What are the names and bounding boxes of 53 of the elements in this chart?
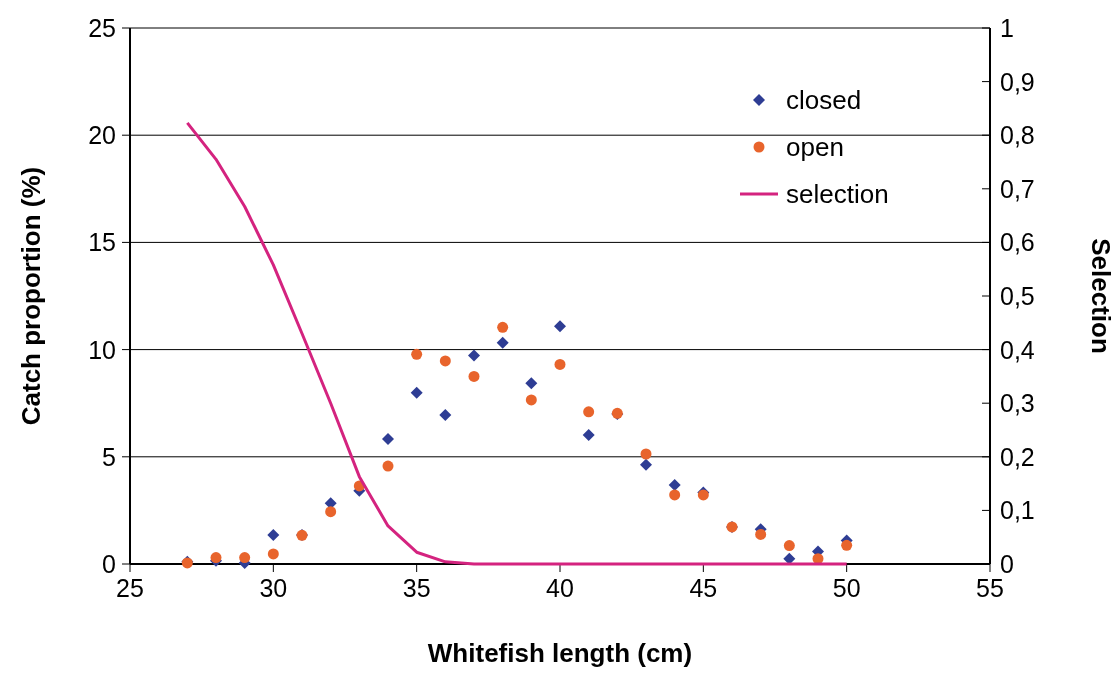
point (554, 320, 566, 333)
x-tick-label: 35 (402, 574, 431, 602)
y2-tick-label: 0,3 (1000, 389, 1035, 418)
point (640, 448, 652, 460)
point (382, 433, 394, 445)
y-tick-label: 10 (88, 335, 116, 364)
y2-tick-label: 0,1 (1000, 496, 1035, 525)
point (382, 460, 394, 472)
point (325, 506, 337, 518)
y-tick-label: 20 (88, 121, 116, 150)
y-axis-title: Catch proportion (%) (16, 166, 46, 426)
legend-label: open (786, 132, 844, 162)
point (783, 540, 795, 552)
point (525, 377, 538, 390)
y-tick-label: 15 (88, 228, 116, 257)
y-tick-label: 5 (102, 442, 116, 471)
point (554, 358, 566, 370)
point (439, 355, 451, 367)
point (410, 386, 423, 399)
y2-tick-label: 0,5 (1000, 282, 1035, 310)
y2-tick-label: 0,8 (1000, 121, 1035, 150)
y2-tick-label: 0,6 (1000, 228, 1035, 257)
y-tick-label: 25 (88, 14, 116, 42)
y2-axis-title: Selection (1086, 238, 1116, 354)
y-tick-label: 0 (102, 550, 116, 578)
y2-tick-label: 0,4 (1000, 335, 1035, 364)
point (439, 408, 452, 421)
x-axis-title: Whitefish length (cm) (427, 638, 693, 668)
y2-tick-label: 1 (1000, 14, 1014, 42)
point (582, 428, 595, 441)
x-tick-label: 50 (832, 574, 861, 602)
point (755, 528, 767, 540)
point (468, 370, 480, 382)
point (411, 348, 423, 360)
point (669, 489, 681, 501)
point (239, 552, 251, 564)
point (496, 336, 509, 349)
x-tick-label: 40 (546, 574, 574, 602)
legend-label: closed (786, 85, 862, 115)
point (583, 406, 595, 418)
legend-label: selection (786, 179, 889, 209)
y2-tick-label: 0,7 (1000, 174, 1035, 203)
y2-tick-label: 0,9 (1000, 67, 1035, 96)
point (267, 548, 279, 560)
x-tick-label: 30 (259, 574, 288, 602)
point (497, 321, 509, 333)
y2-tick-label: 0,2 (1000, 442, 1035, 471)
point (640, 458, 652, 471)
point (468, 349, 480, 362)
x-tick-label: 45 (689, 574, 718, 602)
point (267, 529, 280, 542)
point (525, 394, 537, 406)
point (841, 539, 853, 551)
